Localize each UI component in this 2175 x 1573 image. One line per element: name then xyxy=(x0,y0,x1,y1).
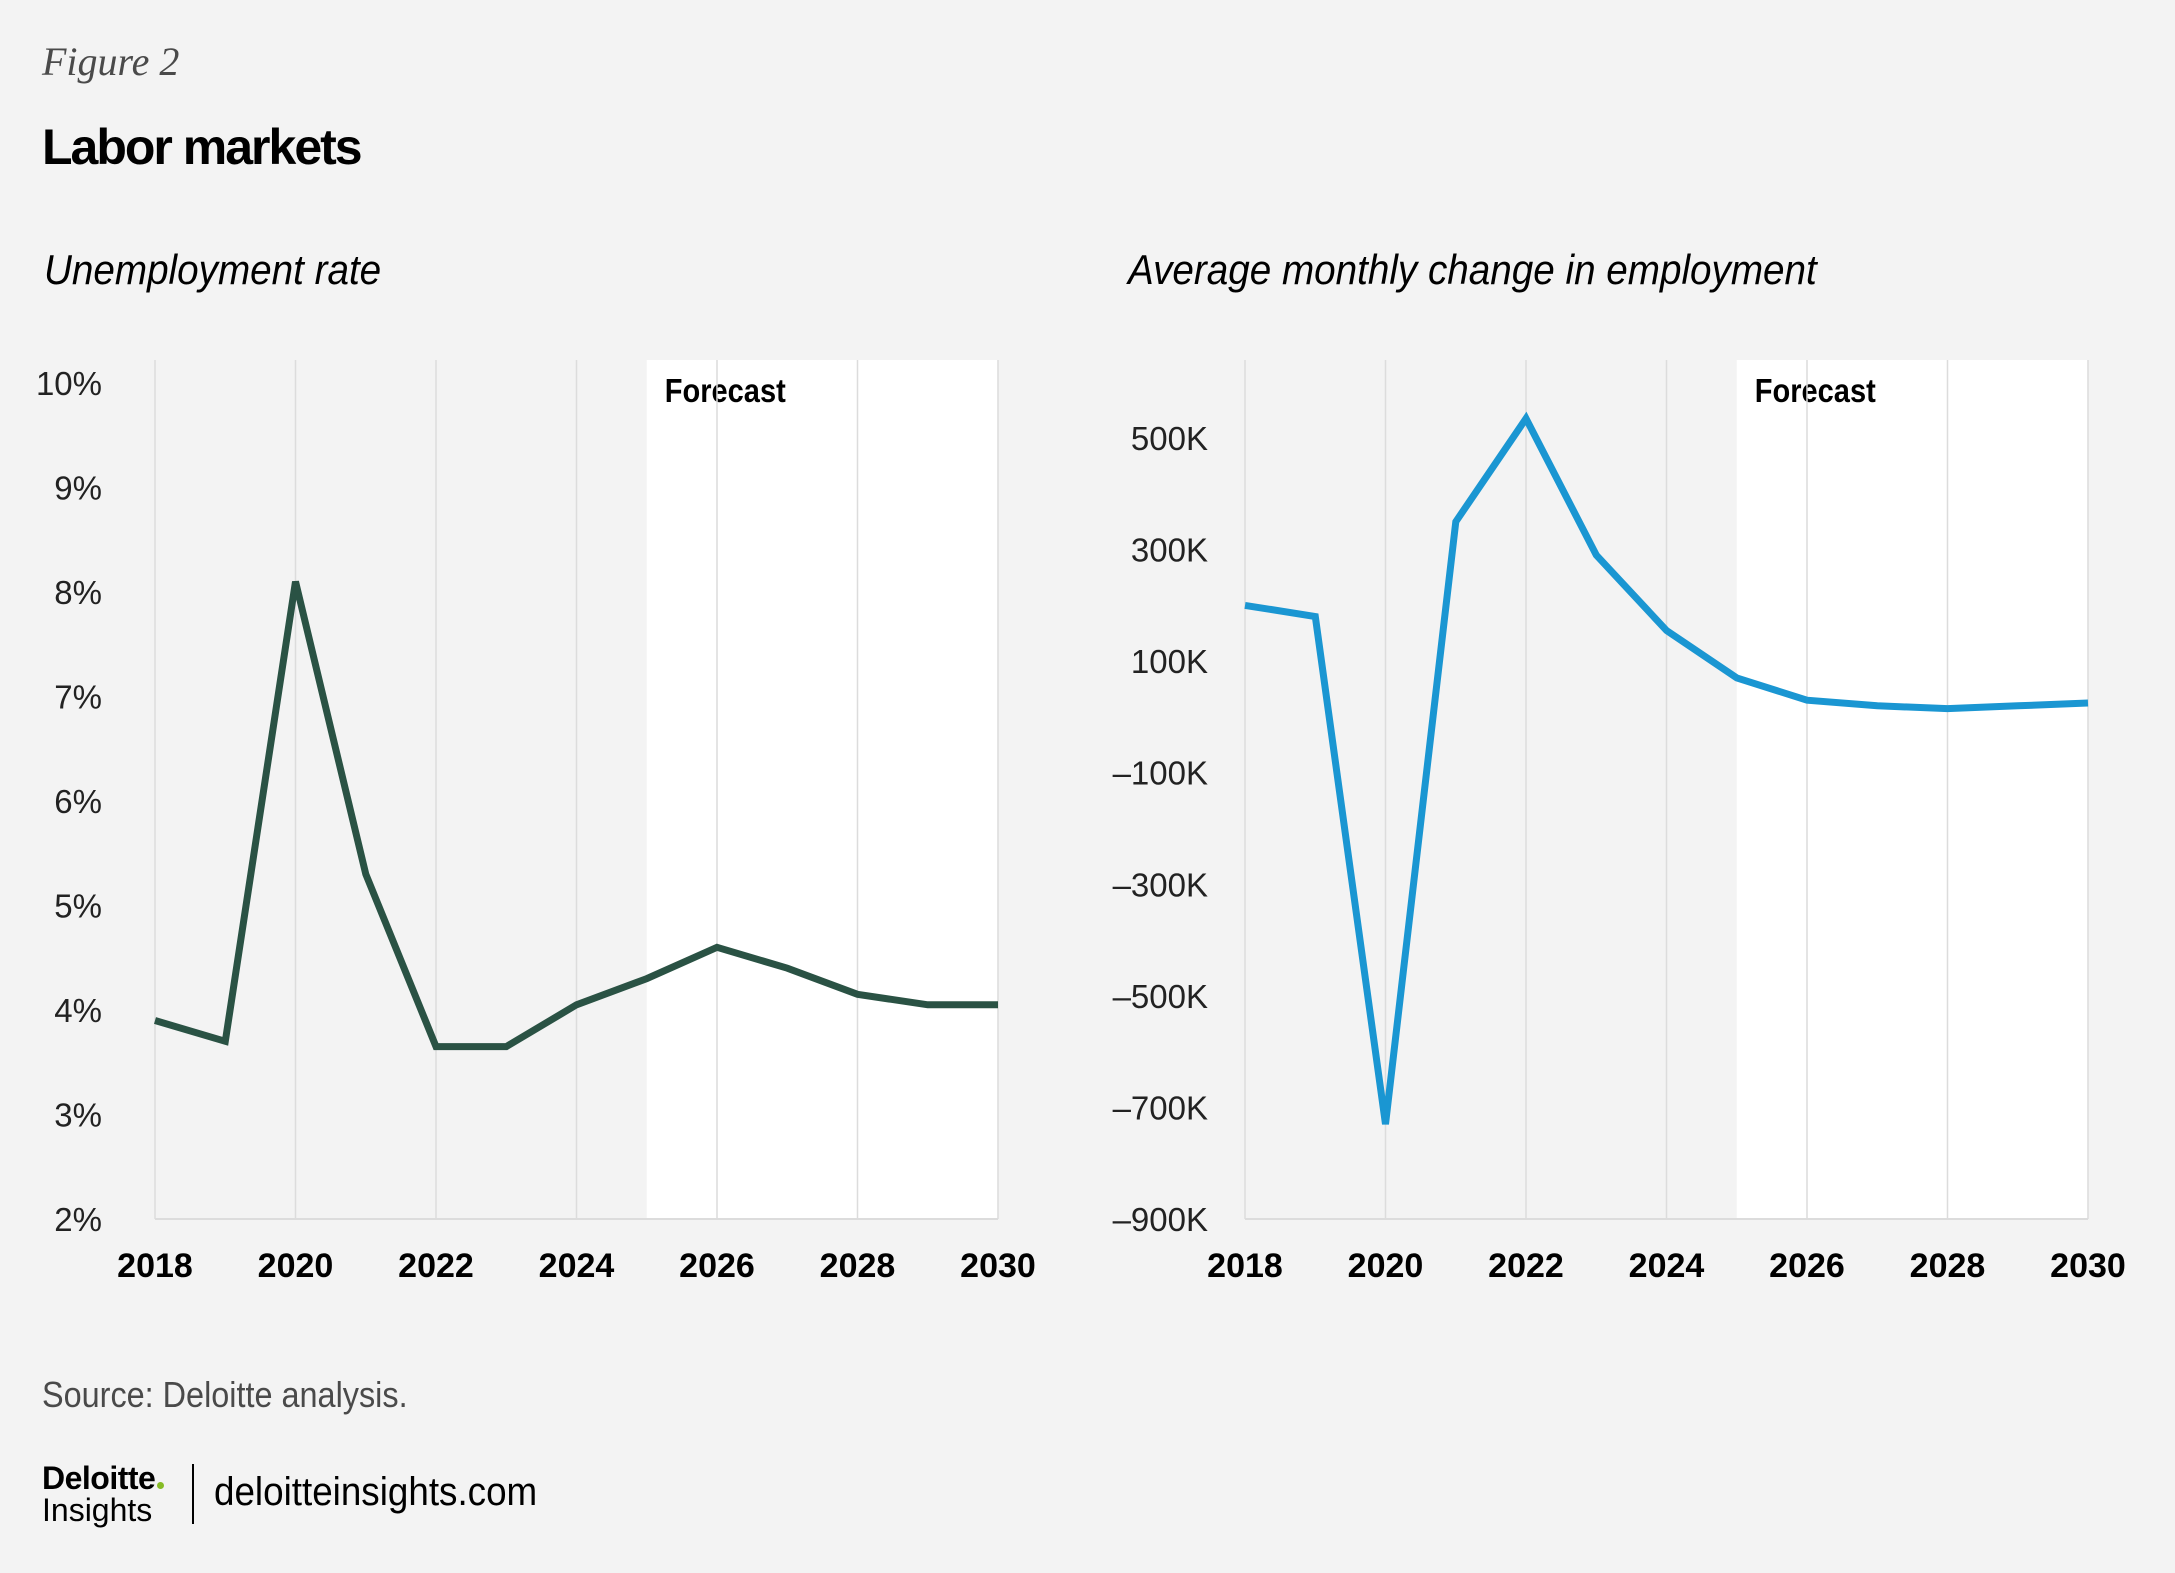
unemployment-x-tick-label: 2024 xyxy=(539,1247,615,1285)
employment-y-tick-label: 500K xyxy=(1131,420,1208,457)
site-link[interactable]: deloitteinsights.com xyxy=(214,1470,538,1514)
logo-main-text: Deloitte xyxy=(42,1460,156,1496)
unemployment-y-tick-label: 3% xyxy=(54,1097,102,1134)
employment-y-tick-label: –700K xyxy=(1113,1089,1208,1126)
employment-forecast-label: Forecast xyxy=(1755,372,1876,409)
unemployment-y-tick-label: 7% xyxy=(54,679,102,716)
deloitte-insights-logo: Deloitte Insights xyxy=(42,1460,165,1528)
unemployment-chart-title: Unemployment rate xyxy=(44,246,382,293)
unemployment-y-tick-label: 2% xyxy=(54,1201,102,1238)
unemployment-y-tick-label: 9% xyxy=(54,470,102,507)
unemployment-x-tick-label: 2030 xyxy=(960,1247,1036,1285)
employment-chart-title: Average monthly change in employment xyxy=(1128,246,1817,293)
employment-x-tick-label: 2020 xyxy=(1348,1247,1424,1285)
employment-x-tick-label: 2028 xyxy=(1910,1247,1986,1285)
unemployment-x-tick-label: 2022 xyxy=(398,1247,474,1285)
unemployment-x-tick-label: 2020 xyxy=(258,1247,334,1285)
footer-divider xyxy=(192,1464,194,1524)
unemployment-x-tick-label: 2018 xyxy=(117,1247,193,1285)
source-note: Source: Deloitte analysis. xyxy=(42,1374,408,1415)
employment-y-tick-label: –300K xyxy=(1113,866,1208,903)
unemployment-y-tick-label: 6% xyxy=(54,783,102,820)
employment-y-tick-label: –100K xyxy=(1113,755,1208,792)
employment-y-tick-label: –500K xyxy=(1113,978,1208,1015)
logo-sub-text: Insights xyxy=(42,1492,153,1528)
employment-forecast-band xyxy=(1736,360,2088,1219)
employment-y-tick-label: 100K xyxy=(1131,643,1208,680)
employment-x-tick-label: 2022 xyxy=(1488,1247,1564,1285)
unemployment-y-tick-label: 5% xyxy=(54,888,102,925)
unemployment-y-tick-label: 8% xyxy=(54,574,102,611)
logo-dot-icon xyxy=(157,1482,165,1489)
unemployment-y-tick-label: 10% xyxy=(36,365,102,402)
employment-x-tick-label: 2018 xyxy=(1207,1247,1283,1285)
figure-title: Labor markets xyxy=(42,119,363,175)
unemployment-x-tick-label: 2028 xyxy=(820,1247,896,1285)
employment-x-tick-label: 2024 xyxy=(1629,1247,1705,1285)
employment-chart: Forecast 2018 2020 2022 2024 2026 2028 2030 –900… xyxy=(1113,360,2126,1285)
employment-x-tick-label: 2026 xyxy=(1769,1247,1845,1285)
employment-y-tick-label: 300K xyxy=(1131,532,1208,569)
figure-label: Figure 2 xyxy=(42,39,180,84)
employment-series-line xyxy=(1244,411,2089,1125)
unemployment-y-tick-label: 4% xyxy=(54,992,102,1029)
unemployment-forecast-label: Forecast xyxy=(665,372,786,409)
unemployment-forecast-band xyxy=(646,360,998,1219)
unemployment-series-line xyxy=(154,580,998,1051)
employment-y-tick-label: –900K xyxy=(1113,1201,1208,1238)
unemployment-chart: Forecast 2018 2020 2022 2024 2026 2028 2030 2% 3%… xyxy=(36,360,1036,1285)
unemployment-x-tick-label: 2026 xyxy=(679,1247,755,1285)
employment-x-tick-label: 2030 xyxy=(2050,1247,2126,1285)
